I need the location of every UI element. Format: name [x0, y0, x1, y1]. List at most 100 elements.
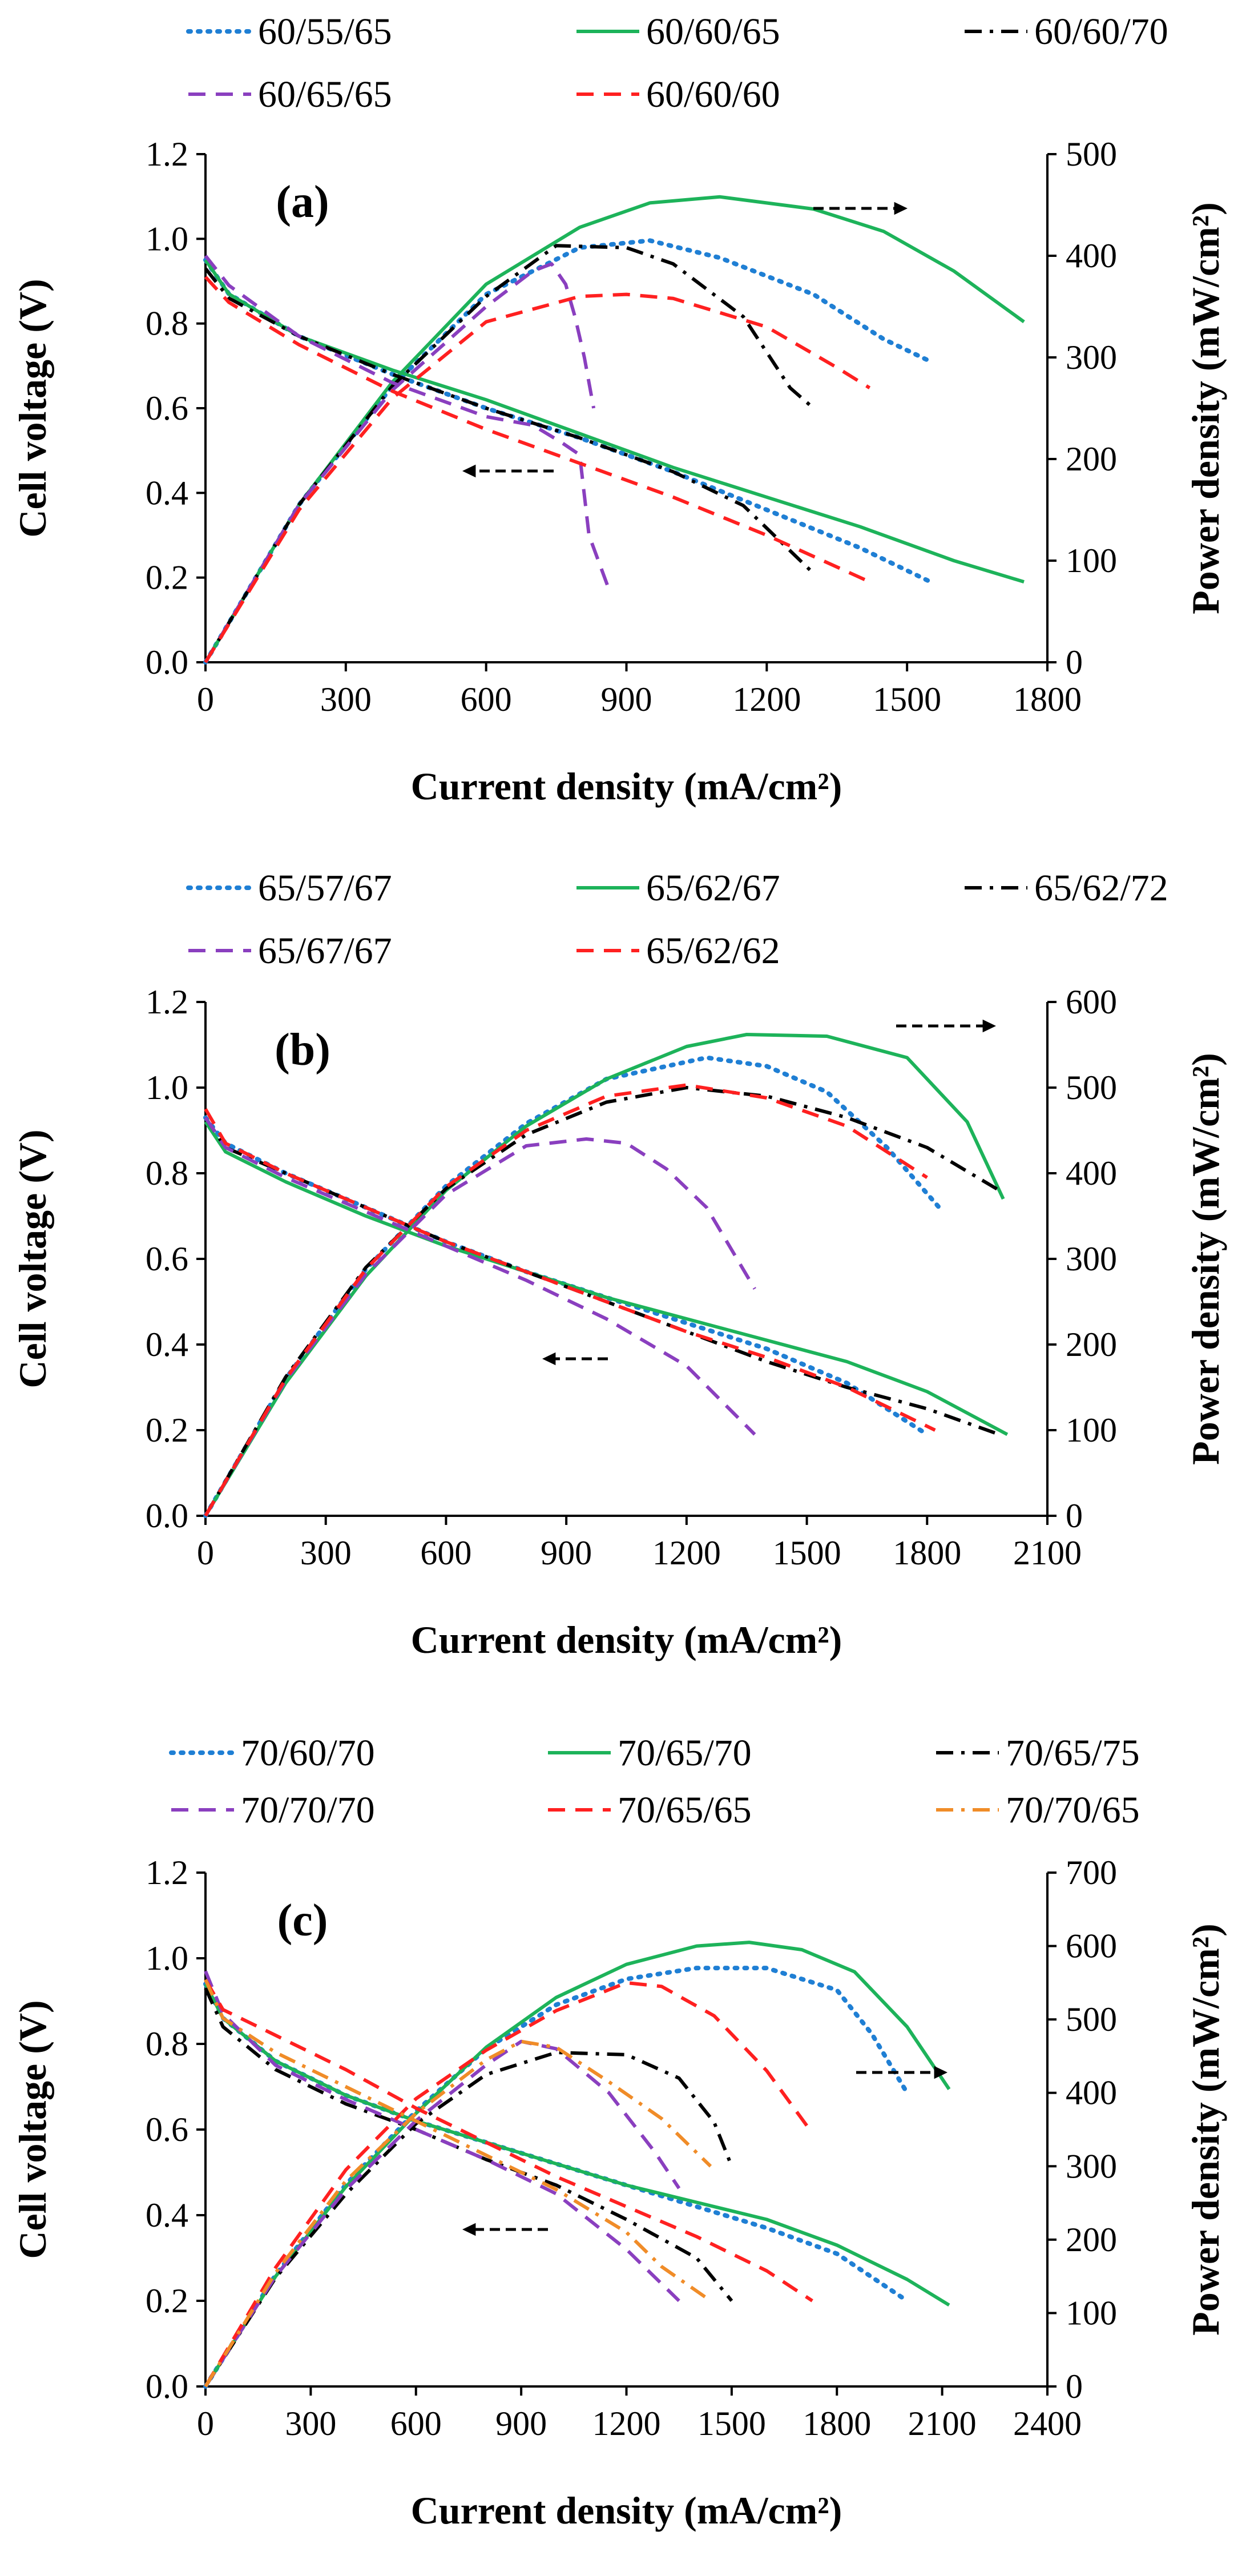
x-tick-label: 600	[420, 1534, 471, 1572]
y2-tick-label: 500	[1066, 2001, 1117, 2038]
y2-tick-label: 200	[1066, 440, 1117, 478]
y2-tick-label: 100	[1066, 542, 1117, 579]
panel-c: 0 300 600 900 1200 1500 1800 2100 2400 0.0 0.2 0.4 0…	[11, 1732, 1227, 2532]
x-tick-label: 2400	[1013, 2405, 1082, 2442]
voltage-line-60-60-65	[204, 259, 1025, 583]
x-tick-label: 300	[300, 1534, 352, 1572]
legend-label: 65/67/67	[258, 930, 392, 972]
y2-tick-label: 600	[1066, 1927, 1117, 1965]
y-tick-label: 0.8	[146, 2025, 188, 2063]
legend-label: 70/65/75	[1006, 1732, 1140, 1774]
legend-label: 70/70/70	[241, 1789, 375, 1831]
y-tick-label: 0.2	[146, 559, 188, 597]
voltage-line-70-65-70	[204, 1983, 950, 2307]
legend-label: 65/57/67	[258, 867, 392, 909]
x-tick-label: 300	[320, 681, 372, 718]
voltage-line-65-67-67	[204, 1116, 756, 1436]
y2-tick-label: 0	[1066, 2368, 1083, 2405]
panel-label: (b)	[275, 1025, 330, 1075]
x-tick-label: 2100	[1013, 1534, 1082, 1572]
power-axis-arrowhead	[982, 1019, 996, 1033]
y-tick-label: 0.0	[146, 643, 188, 681]
power-line-65-62-72	[204, 1086, 1001, 1517]
power-line-65-67-67	[204, 1137, 756, 1517]
y2-tick-label: 500	[1066, 1069, 1117, 1106]
power-line-60-65-65	[204, 262, 596, 663]
y2-tick-label: 400	[1066, 1154, 1117, 1192]
y2-tick-label: 200	[1066, 2221, 1117, 2259]
power-line-70-65-70	[204, 1941, 951, 2388]
power-line-65-62-62	[204, 1083, 928, 1517]
x-tick-label: 0	[197, 681, 214, 718]
x-tick-label: 1500	[773, 1534, 841, 1572]
voltage-line-70-60-70	[203, 1982, 910, 2303]
y-tick-label: 1.0	[146, 220, 188, 257]
x-tick-label: 600	[461, 681, 512, 718]
legend-label: 65/62/62	[646, 930, 780, 972]
voltage-line-70-65-75	[204, 1987, 733, 2302]
y-tick-label: 0.4	[146, 2196, 188, 2234]
x-tick-label: 900	[601, 681, 652, 718]
voltage-line-65-57-67	[203, 1115, 930, 1437]
y2-tick-label: 300	[1066, 2147, 1117, 2185]
legend-label: 70/65/70	[618, 1732, 752, 1774]
y-tick-label: 0.6	[146, 2111, 188, 2148]
y2-tick-label: 0	[1066, 1497, 1083, 1535]
y2-axis-title: Power density (mW/cm²)	[1184, 202, 1227, 614]
legend-label: 65/62/67	[646, 867, 780, 909]
x-tick-label: 900	[541, 1534, 592, 1572]
power-line-70-70-70	[204, 2039, 681, 2388]
power-line-65-62-67	[204, 1033, 1005, 1517]
legend-label: 65/62/72	[1034, 867, 1168, 909]
power-line-70-60-70	[203, 1966, 910, 2389]
x-tick-label: 1500	[697, 2405, 766, 2442]
y-tick-label: 1.0	[146, 1069, 188, 1106]
power-line-60-55-65	[203, 238, 933, 665]
panel-a: 0 300 600 900 1200 1500 1800 0.0 0.2 0.4 0.6 0.8 1.0…	[11, 11, 1227, 808]
y2-tick-label: 500	[1066, 135, 1117, 173]
voltage-axis-arrowhead	[462, 464, 476, 478]
y-tick-label: 0.6	[146, 389, 188, 427]
voltage-axis-arrowhead	[542, 1352, 556, 1366]
legend-label: 60/60/60	[646, 74, 780, 115]
power-line-60-60-65	[204, 195, 1025, 663]
x-tick-label: 600	[390, 2405, 442, 2442]
x-axis-title: Current density (mA/cm²)	[411, 1618, 842, 1661]
power-line-70-70-65	[204, 2039, 712, 2388]
power-line-70-65-75	[204, 2051, 733, 2388]
x-tick-label: 2100	[908, 2405, 977, 2442]
voltage-line-65-62-72	[204, 1116, 1000, 1436]
x-tick-label: 1200	[652, 1534, 721, 1572]
y2-tick-label: 400	[1066, 2074, 1117, 2112]
x-tick-label: 0	[197, 2405, 214, 2442]
y2-tick-label: 100	[1066, 2294, 1117, 2332]
y2-tick-label: 200	[1066, 1326, 1117, 1363]
voltage-line-70-70-65	[204, 1979, 712, 2303]
y2-tick-label: 700	[1066, 1854, 1117, 1891]
y-tick-label: 0.4	[146, 474, 188, 512]
y2-tick-label: 600	[1066, 983, 1117, 1021]
y2-tick-label: 0	[1066, 643, 1083, 681]
y-axis-title: Cell voltage (V)	[11, 2000, 54, 2259]
power-axis-arrowhead	[934, 2066, 947, 2079]
legend-label: 70/65/65	[618, 1789, 752, 1831]
legend-label: 60/65/65	[258, 74, 392, 115]
x-tick-label: 1200	[732, 681, 801, 718]
y-tick-label: 1.2	[146, 983, 188, 1021]
y-tick-label: 0.0	[146, 2368, 188, 2405]
y-tick-label: 0.8	[146, 305, 188, 343]
y-tick-label: 1.0	[146, 1939, 188, 1977]
voltage-line-60-60-60	[204, 276, 870, 583]
power-line-60-60-60	[204, 292, 871, 663]
panel-label: (a)	[276, 177, 329, 227]
y-tick-label: 0.6	[146, 1240, 188, 1278]
legend-label: 70/70/65	[1006, 1789, 1140, 1831]
y2-tick-label: 300	[1066, 1240, 1117, 1278]
y2-tick-label: 100	[1066, 1411, 1117, 1449]
y-tick-label: 0.4	[146, 1326, 188, 1363]
y-tick-label: 1.2	[146, 1854, 188, 1891]
power-line-70-65-65	[204, 1981, 814, 2388]
y-tick-label: 0.2	[146, 2282, 188, 2320]
panel-label: (c)	[277, 1895, 328, 1946]
